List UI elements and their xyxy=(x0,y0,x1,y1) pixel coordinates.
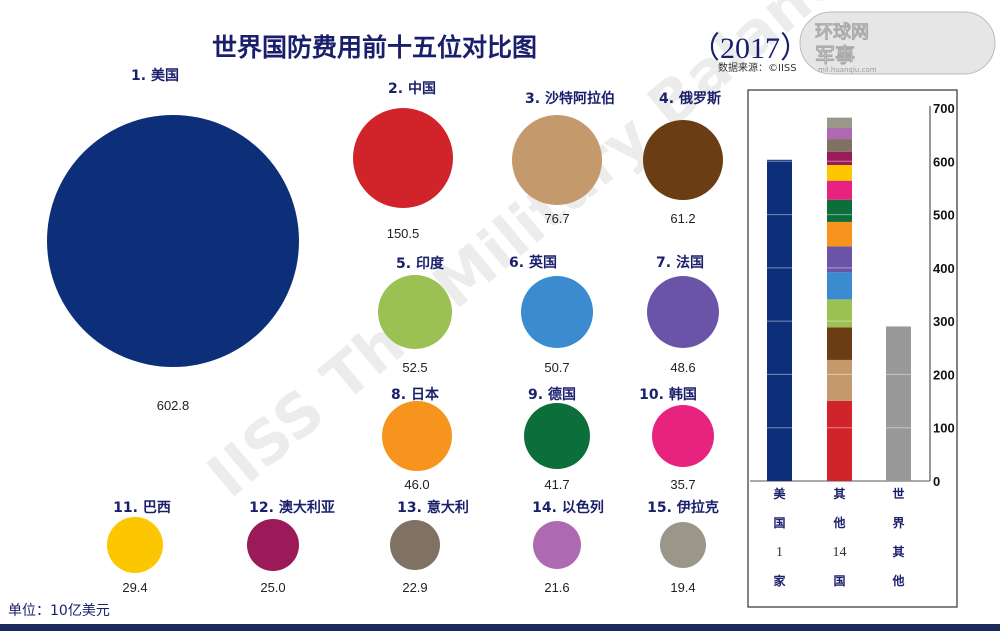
bubble-3 xyxy=(512,115,602,205)
country-value: 150.5 xyxy=(387,226,420,241)
country-value: 25.0 xyxy=(260,580,285,595)
bar-segment xyxy=(827,139,852,152)
country-label: 15. 伊拉克 xyxy=(647,499,719,516)
bar-segment xyxy=(886,326,911,481)
bar-segment xyxy=(827,117,852,128)
bubble-10 xyxy=(652,405,714,467)
bar-segment xyxy=(827,327,852,360)
country-label: 11. 巴西 xyxy=(113,500,171,516)
country-label: 1. 美国 xyxy=(131,67,179,84)
unit-label: 单位：10亿美元 xyxy=(8,603,110,619)
country-value: 50.7 xyxy=(544,360,569,375)
svg-text:军事: 军事 xyxy=(815,43,855,67)
y-tick-label: 200 xyxy=(933,367,955,382)
bubble-4 xyxy=(643,120,723,200)
bar-segment xyxy=(827,180,852,200)
y-tick-label: 500 xyxy=(933,208,955,223)
bubble-11 xyxy=(107,517,163,573)
bubble-13 xyxy=(390,520,440,570)
bar-segment xyxy=(827,127,852,140)
bar-category-label: 家 xyxy=(773,573,786,588)
bar-panel-border xyxy=(747,89,958,608)
country-label: 9. 德国 xyxy=(528,386,576,403)
bar-segment xyxy=(827,199,852,222)
country-value: 22.9 xyxy=(402,580,427,595)
country-value: 48.6 xyxy=(670,360,695,375)
country-label: 2. 中国 xyxy=(388,80,436,97)
bubble-12 xyxy=(247,519,299,571)
bubble-8 xyxy=(382,401,452,471)
country-label: 13. 意大利 xyxy=(397,499,469,516)
bar-category-label: 他 xyxy=(832,515,845,530)
country-label: 10. 韩国 xyxy=(639,386,697,403)
country-label: 7. 法国 xyxy=(656,254,704,271)
logo: 环球网 军事 mil.huanqiu.com xyxy=(799,11,996,75)
country-label: 3. 沙特阿拉伯 xyxy=(525,90,615,107)
y-tick-label: 0 xyxy=(933,474,940,489)
bubble-5 xyxy=(378,275,452,349)
bubble-9 xyxy=(524,403,590,469)
country-value: 41.7 xyxy=(544,477,569,492)
bar-category-label: 1 xyxy=(776,545,783,560)
y-tick-label: 300 xyxy=(933,314,955,329)
bar-segment xyxy=(767,159,792,482)
country-label: 14. 以色列 xyxy=(532,499,604,516)
bar-segment xyxy=(827,151,852,166)
country-label: 12. 澳大利亚 xyxy=(249,499,335,516)
country-value: 21.6 xyxy=(544,580,569,595)
bar-segment xyxy=(827,221,852,247)
bubble-15 xyxy=(660,522,706,568)
country-value: 52.5 xyxy=(402,360,427,375)
bar-category-label: 14 xyxy=(833,545,847,560)
bubble-6 xyxy=(521,276,593,348)
country-label: 4. 俄罗斯 xyxy=(659,90,721,107)
svg-text:环球网: 环球网 xyxy=(815,22,869,43)
data-source: 数据来源：©IISS xyxy=(718,61,797,74)
y-tick-label: 700 xyxy=(933,101,955,116)
bar-segment xyxy=(827,359,852,401)
bar-category-label: 其 xyxy=(892,544,904,559)
bar-segment xyxy=(827,246,852,273)
bubble-2 xyxy=(353,108,453,208)
country-value: 61.2 xyxy=(670,211,695,226)
bar-category-label: 国 xyxy=(773,516,785,530)
country-value: 602.8 xyxy=(157,398,190,413)
bar-category-label: 界 xyxy=(892,515,904,530)
chart-year: （2017） xyxy=(690,32,810,65)
bubble-14 xyxy=(533,521,581,569)
bar-category-label: 国 xyxy=(833,574,845,588)
svg-text:mil.huanqiu.com: mil.huanqiu.com xyxy=(818,66,877,74)
country-label: 5. 印度 xyxy=(396,255,445,272)
country-label: 8. 日本 xyxy=(391,386,440,403)
bar-segment xyxy=(827,400,852,481)
bar-category-label: 他 xyxy=(891,573,904,588)
bar-segment xyxy=(827,165,852,181)
bubble-1 xyxy=(47,115,299,367)
bar-category-label: 美 xyxy=(773,486,786,501)
country-value: 76.7 xyxy=(544,211,569,226)
bar-category-label: 世 xyxy=(892,486,904,501)
country-label: 6. 英国 xyxy=(509,254,557,271)
y-tick-label: 400 xyxy=(933,261,955,276)
bar-category-label: 其 xyxy=(833,486,845,501)
country-value: 29.4 xyxy=(122,580,147,595)
bar-segment xyxy=(827,272,852,300)
country-value: 19.4 xyxy=(670,580,695,595)
bottom-band xyxy=(0,624,1000,631)
bubble-7 xyxy=(647,276,719,348)
bubbles: 1. 美国 602.8 2. 中国 150.5 3. 沙特阿拉伯 76.7 4. 俄罗斯 61… xyxy=(47,67,723,595)
chart-title: 世界国防费用前十五位对比图 xyxy=(212,33,537,62)
country-value: 46.0 xyxy=(404,477,429,492)
y-tick-label: 600 xyxy=(933,154,955,169)
bar-segment xyxy=(827,299,852,328)
y-tick-label: 100 xyxy=(933,421,955,436)
country-value: 35.7 xyxy=(670,477,695,492)
